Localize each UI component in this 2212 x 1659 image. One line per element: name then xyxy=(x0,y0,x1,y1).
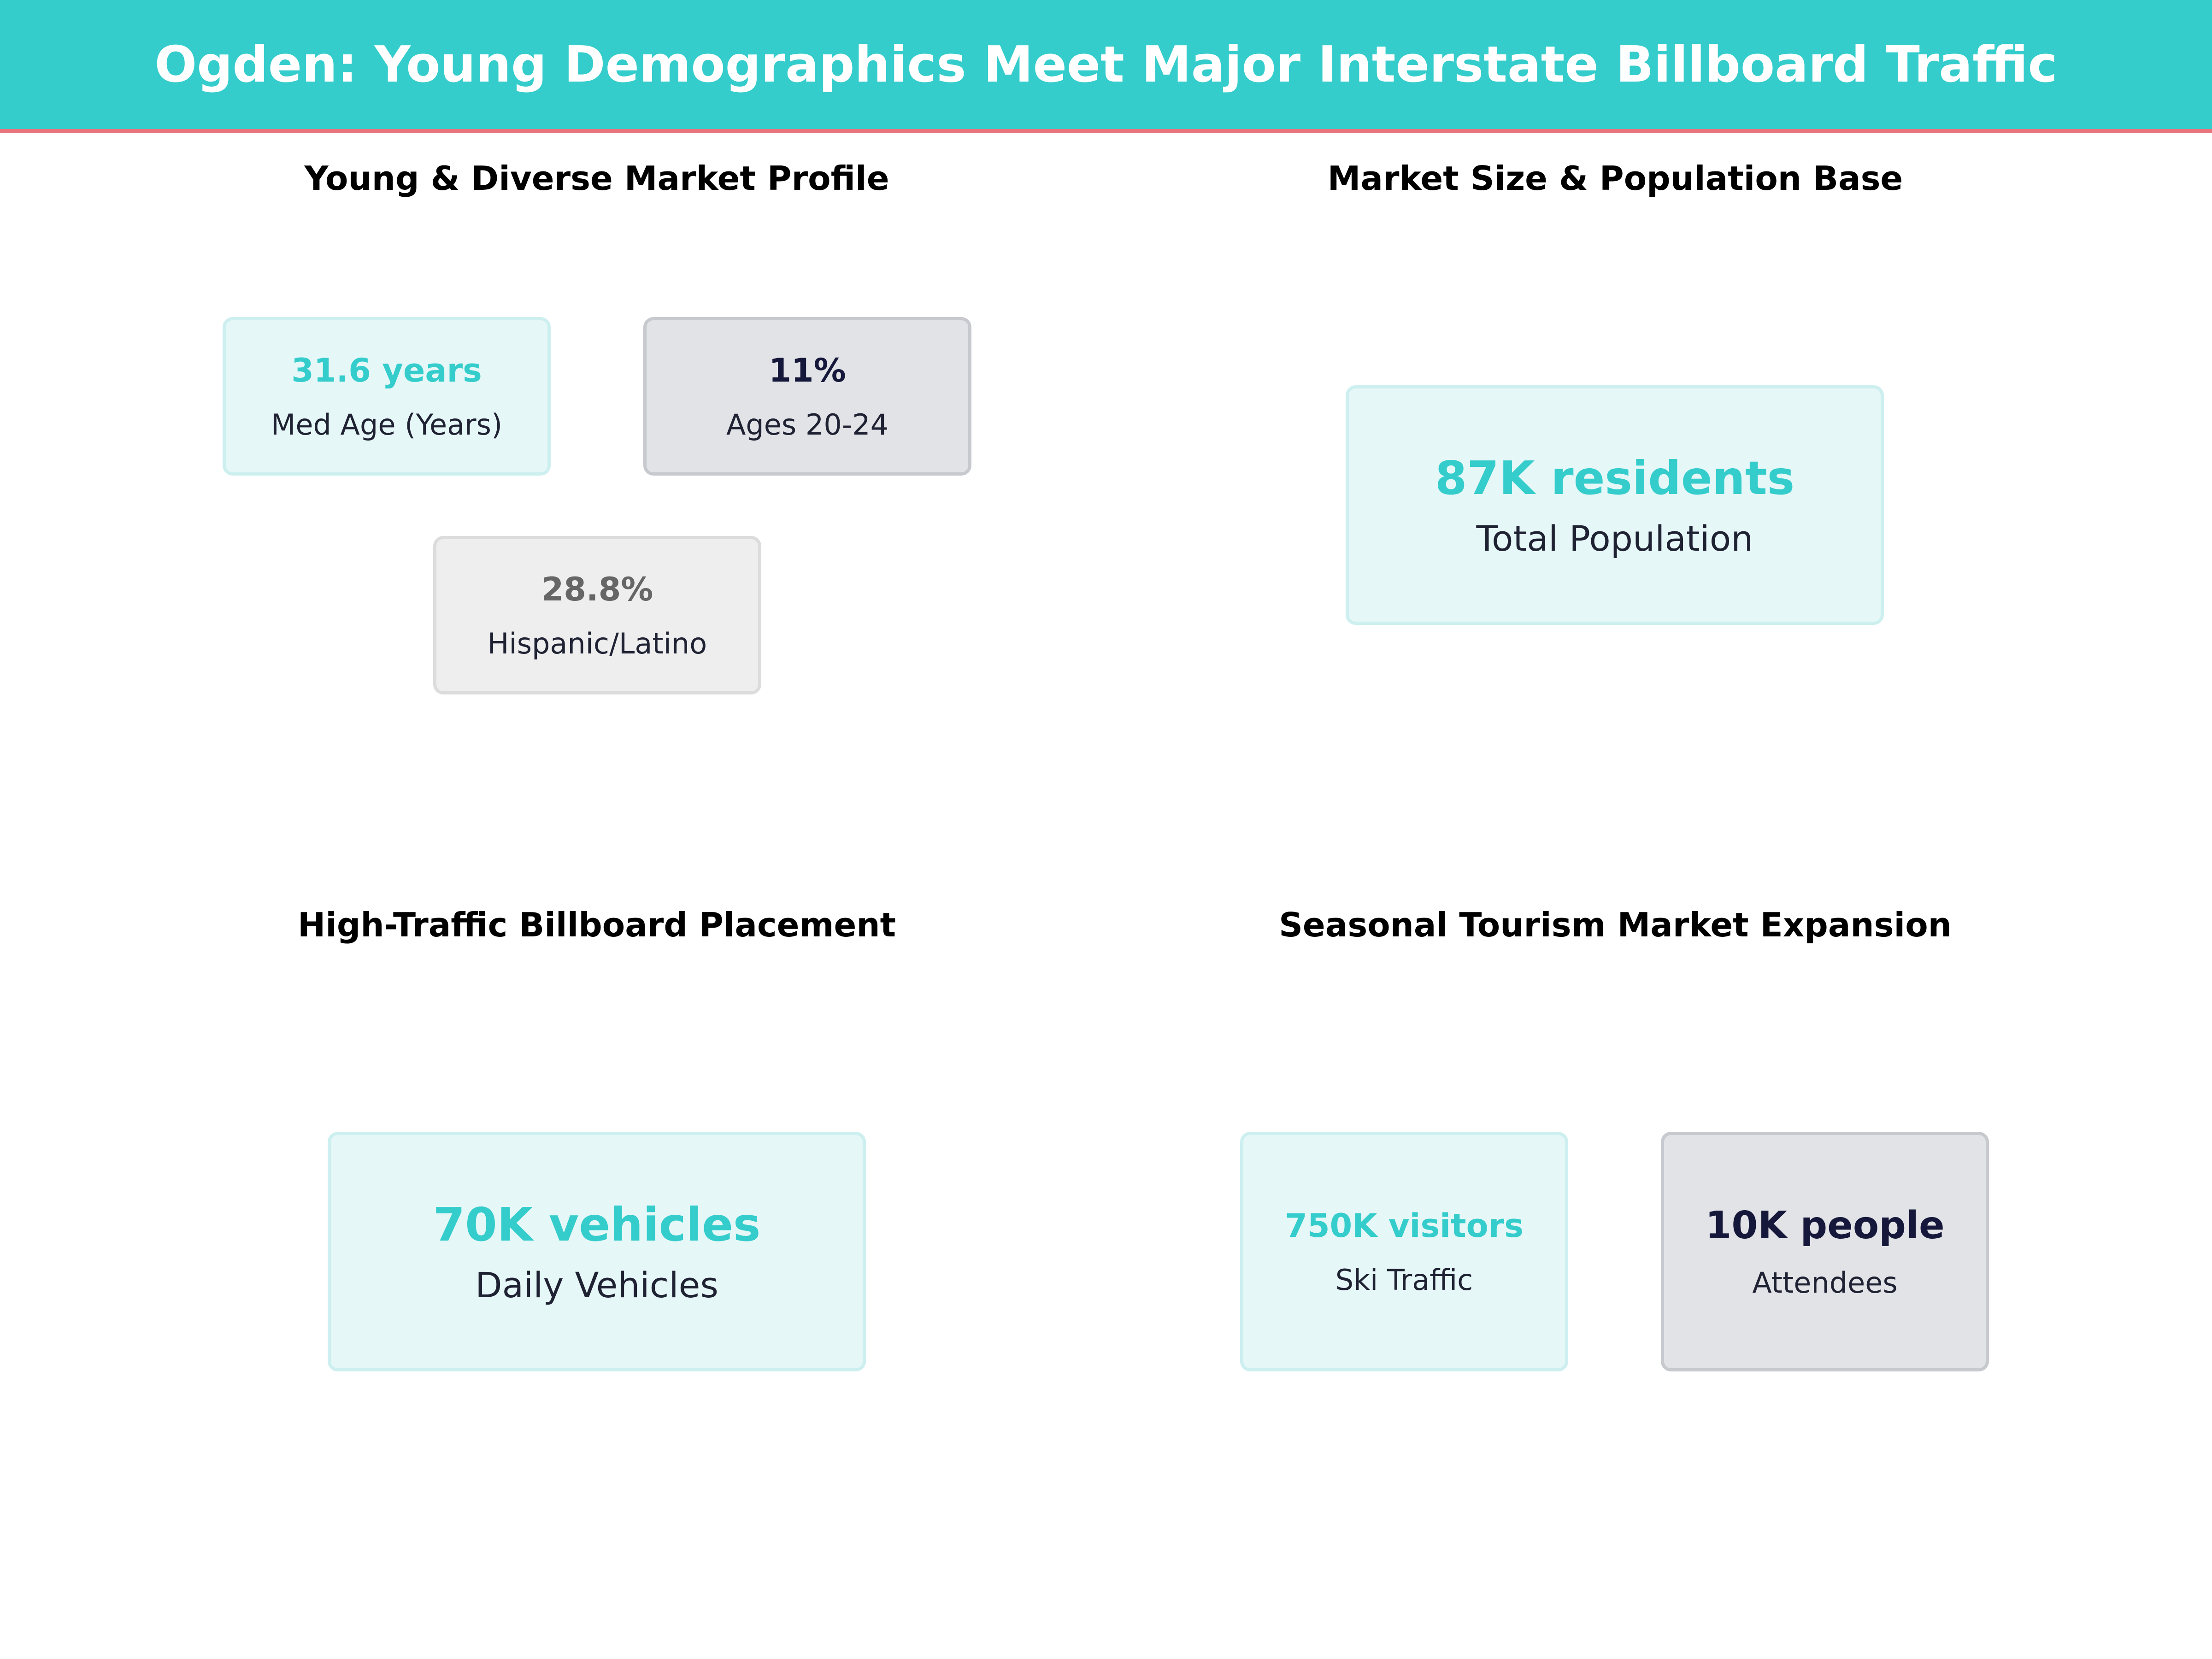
ski-traffic-label: Ski Traffic xyxy=(1335,1263,1473,1297)
daily-vehicles-value: 70K vehicles xyxy=(433,1198,761,1252)
ages-20-24-value: 11% xyxy=(769,351,846,389)
attendees-value: 10K people xyxy=(1705,1204,1945,1247)
ages-20-24-card: 11% Ages 20-24 xyxy=(643,317,971,476)
total-population-card: 87K residents Total Population xyxy=(1346,385,1884,625)
tourism-panel-title: Seasonal Tourism Market Expansion xyxy=(1279,906,1952,944)
total-population-label: Total Population xyxy=(1476,518,1753,559)
market-size-panel-title: Market Size & Population Base xyxy=(1327,159,1903,198)
ages-20-24-label: Ages 20-24 xyxy=(726,407,889,441)
hispanic-latino-card: 28.8% Hispanic/Latino xyxy=(433,536,761,694)
page-header: Ogden: Young Demographics Meet Major Int… xyxy=(0,0,2212,133)
daily-vehicles-card: 70K vehicles Daily Vehicles xyxy=(328,1132,866,1371)
hispanic-latino-value: 28.8% xyxy=(541,570,653,608)
demographics-panel-title: Young & Diverse Market Profile xyxy=(304,159,889,198)
total-population-value: 87K residents xyxy=(1435,451,1795,505)
hispanic-latino-label: Hispanic/Latino xyxy=(487,626,707,660)
daily-vehicles-label: Daily Vehicles xyxy=(475,1265,718,1306)
median-age-label: Med Age (Years) xyxy=(271,407,503,441)
billboard-panel-title: High-Traffic Billboard Placement xyxy=(297,906,896,944)
page-title: Ogden: Young Demographics Meet Major Int… xyxy=(154,35,2058,94)
attendees-card: 10K people Attendees xyxy=(1661,1132,1989,1371)
ski-traffic-card: 750K visitors Ski Traffic xyxy=(1240,1132,1568,1371)
median-age-value: 31.6 years xyxy=(291,351,482,389)
attendees-label: Attendees xyxy=(1752,1266,1898,1300)
ski-traffic-value: 750K visitors xyxy=(1285,1206,1524,1245)
median-age-card: 31.6 years Med Age (Years) xyxy=(223,317,551,476)
